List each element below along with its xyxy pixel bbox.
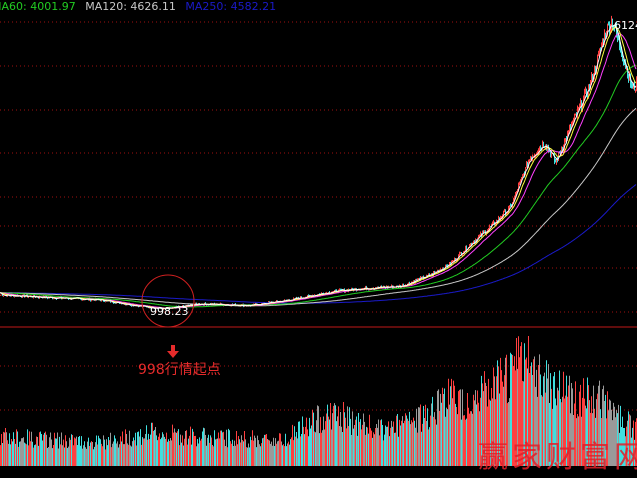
low-circle <box>141 274 195 328</box>
down-arrow-icon <box>167 345 179 358</box>
high-label: 6124 <box>614 19 637 32</box>
legend-ma120: MA120: 4626.11 <box>85 0 176 13</box>
ma-legend: MA60: 4001.97 MA120: 4626.11 MA250: 4582… <box>0 0 282 13</box>
ma20-line <box>0 33 637 309</box>
start-note: 998行情起点 <box>138 362 221 378</box>
ma5-line <box>0 24 637 310</box>
low-label: 998.23 <box>150 305 189 318</box>
watermark: 赢家财富网 <box>478 440 637 475</box>
ma250-line <box>0 184 637 304</box>
ma60-line <box>0 64 637 308</box>
ma120-line <box>0 107 637 307</box>
ma10-line <box>0 26 637 309</box>
legend-ma60: MA60: 4001.97 <box>0 0 76 13</box>
legend-ma250: MA250: 4582.21 <box>185 0 277 13</box>
